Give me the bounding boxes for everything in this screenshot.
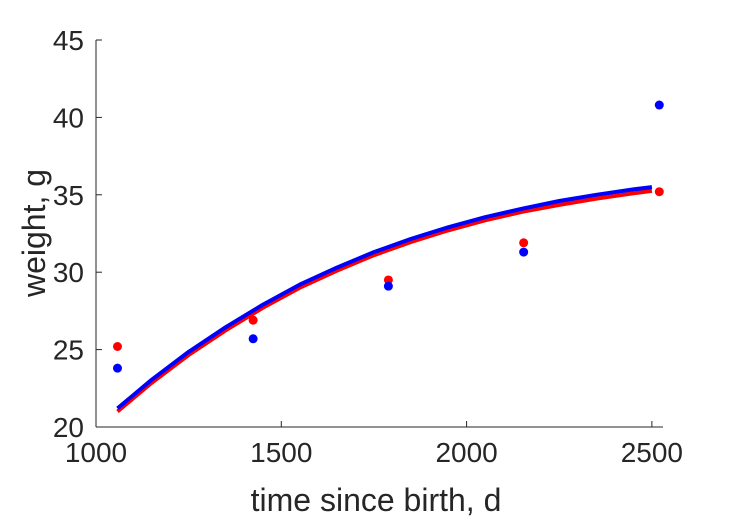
x-axis-label: time since birth, d xyxy=(251,482,502,518)
data-point xyxy=(654,100,664,110)
data-point xyxy=(654,187,664,197)
data-point xyxy=(112,342,122,352)
y-tick-label: 20 xyxy=(53,412,84,443)
data-point xyxy=(519,238,529,248)
data-point xyxy=(248,315,258,325)
x-axis: 1000 1500 2000 2500 xyxy=(65,421,683,468)
y-tick-label: 35 xyxy=(53,180,84,211)
plot-points xyxy=(112,100,664,373)
x-tick-label: 1000 xyxy=(65,437,127,468)
y-tick-label: 40 xyxy=(53,102,84,133)
data-point xyxy=(383,281,393,291)
data-point xyxy=(248,334,258,344)
data-point xyxy=(519,247,529,257)
y-tick-label: 30 xyxy=(53,257,84,288)
x-tick-label: 1500 xyxy=(250,437,312,468)
fit-curve-line xyxy=(116,188,653,414)
plot-lines xyxy=(116,185,653,414)
data-point xyxy=(383,275,393,285)
data-point xyxy=(112,363,122,373)
x-tick-label: 2500 xyxy=(621,437,683,468)
x-tick-label: 2000 xyxy=(435,437,497,468)
y-axis: 20 25 30 35 40 45 xyxy=(53,25,102,443)
fit-curve-line xyxy=(116,185,653,410)
y-tick-label: 25 xyxy=(53,335,84,366)
y-tick-label: 45 xyxy=(53,25,84,56)
y-axis-label: weight, g xyxy=(16,169,52,298)
